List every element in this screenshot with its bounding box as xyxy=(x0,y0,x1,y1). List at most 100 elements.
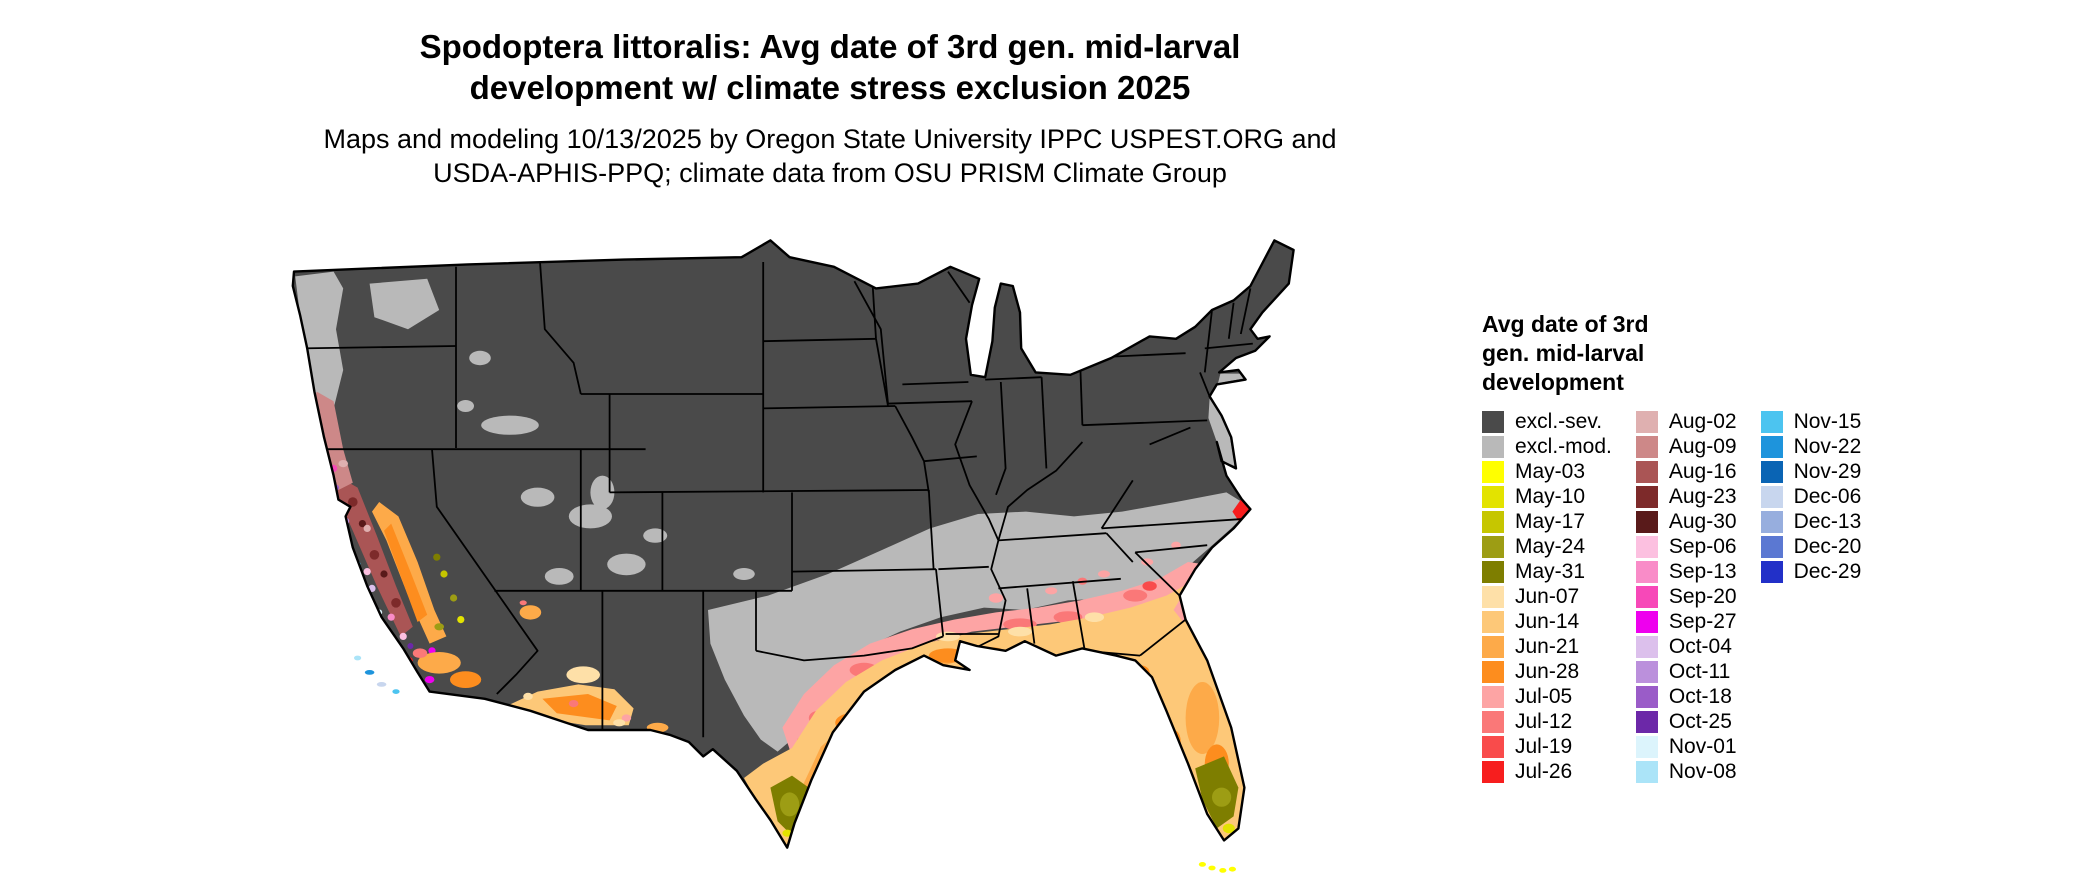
legend-label: Jul-19 xyxy=(1515,734,1573,758)
legend-entry: excl.-mod. xyxy=(1482,434,1612,459)
legend-label: Sep-06 xyxy=(1668,534,1737,558)
legend-entry: Dec-06 xyxy=(1760,484,1861,509)
legend-entry: Dec-29 xyxy=(1760,559,1862,584)
legend-swatch xyxy=(1635,560,1658,583)
legend-label: Oct-04 xyxy=(1668,634,1732,658)
map-region-excl-moderate-band xyxy=(708,492,1248,752)
legend-label: May-03 xyxy=(1515,459,1586,483)
map-speck xyxy=(1198,572,1206,580)
legend-label: Jun-14 xyxy=(1515,609,1580,633)
legend-swatch xyxy=(1482,410,1504,433)
map-legend: Avg date of 3rd gen. mid-larval developm… xyxy=(1482,310,1861,784)
legend-entry: Nov-22 xyxy=(1760,434,1862,459)
legend-swatch xyxy=(1635,710,1658,733)
map-region-columbia-basin-gray xyxy=(369,278,440,330)
legend-swatch xyxy=(1482,685,1504,708)
legend-label: Nov-01 xyxy=(1668,734,1737,758)
legend-swatch xyxy=(1760,435,1783,458)
legend-swatch xyxy=(1635,685,1658,708)
legend-entry: Oct-11 xyxy=(1635,659,1737,684)
legend-label: Nov-15 xyxy=(1793,409,1862,433)
legend-swatch xyxy=(1482,585,1504,608)
legend-label: Nov-08 xyxy=(1668,759,1737,783)
map-speck xyxy=(1212,787,1232,807)
legend-entry: Oct-18 xyxy=(1635,684,1737,709)
legend-swatch xyxy=(1760,510,1783,533)
legend-entry: May-31 xyxy=(1482,559,1612,584)
legend-swatch xyxy=(1482,485,1504,508)
legend-label: Dec-29 xyxy=(1793,559,1862,583)
legend-label: excl.-sev. xyxy=(1515,409,1603,433)
legend-swatch xyxy=(1635,410,1658,433)
legend-entry: Jun-07 xyxy=(1482,584,1612,609)
legend-swatch xyxy=(1482,735,1504,758)
legend-column-1: excl.-sev. excl.-mod. May-03 May-10 May-17 Ma… xyxy=(1482,409,1612,784)
subtitle-line-2: USDA-APHIS-PPQ; climate data from OSU PR… xyxy=(433,158,1227,188)
legend-swatch xyxy=(1482,610,1504,633)
legend-label: Oct-18 xyxy=(1668,684,1732,708)
map-region-basin-gray-patches xyxy=(457,350,755,585)
legend-entry: Dec-13 xyxy=(1760,509,1862,534)
legend-label: Jun-21 xyxy=(1515,634,1580,658)
legend-label: excl.-mod. xyxy=(1515,434,1612,458)
legend-label: Aug-16 xyxy=(1668,459,1737,483)
map-speck xyxy=(1182,595,1194,606)
map-az-speckles xyxy=(512,600,669,733)
legend-entry: Jul-12 xyxy=(1482,709,1612,734)
legend-entry: May-17 xyxy=(1482,509,1612,534)
map-region-longisland-gray xyxy=(1218,373,1245,384)
legend-entry: Jun-14 xyxy=(1482,609,1612,634)
legend-swatch xyxy=(1760,460,1783,483)
legend-label: Nov-22 xyxy=(1793,434,1862,458)
legend-swatch xyxy=(1760,535,1783,558)
map-speck xyxy=(782,829,792,837)
map-region-june-band xyxy=(744,583,1245,848)
title-line-1: Spodoptera littoralis: Avg date of 3rd g… xyxy=(419,28,1241,65)
legend-swatch xyxy=(1760,560,1783,583)
legend-label: Jul-05 xyxy=(1515,684,1573,708)
legend-entry: May-03 xyxy=(1482,459,1612,484)
legend-label: May-24 xyxy=(1515,534,1586,558)
legend-title-line-2: gen. mid-larval xyxy=(1482,340,1645,366)
legend-label: May-31 xyxy=(1515,559,1586,583)
legend-label: Aug-02 xyxy=(1668,409,1737,433)
legend-entry: Sep-06 xyxy=(1635,534,1737,559)
legend-entry: Oct-25 xyxy=(1635,709,1737,734)
legend-column-3: Nov-15 Nov-22 Nov-29 Dec-06 Dec-13 Dec-20 Dec-… xyxy=(1760,409,1862,784)
legend-label: Oct-11 xyxy=(1668,659,1731,683)
legend-entry: Aug-02 xyxy=(1635,409,1737,434)
legend-swatch xyxy=(1482,710,1504,733)
legend-swatch xyxy=(1635,585,1658,608)
map-islands xyxy=(354,655,1236,873)
legend-label: Sep-20 xyxy=(1668,584,1737,608)
legend-swatch xyxy=(1482,510,1504,533)
legend-swatch xyxy=(1482,460,1504,483)
legend-entry: Nov-29 xyxy=(1760,459,1862,484)
legend-swatch xyxy=(1635,485,1658,508)
legend-label: Sep-13 xyxy=(1668,559,1737,583)
legend-columns: excl.-sev. excl.-mod. May-03 May-10 May-17 Ma… xyxy=(1482,409,1861,784)
legend-entry: Dec-20 xyxy=(1760,534,1861,559)
map-region-az-core xyxy=(542,694,617,721)
legend-swatch xyxy=(1635,735,1658,758)
map-region-valley-core xyxy=(384,523,428,622)
figure-subtitle: Maps and modeling 10/13/2025 by Oregon S… xyxy=(0,122,1660,190)
legend-swatch xyxy=(1635,535,1658,558)
legend-entry: excl.-sev. xyxy=(1482,409,1612,434)
map-region-delmarva-gray xyxy=(1208,398,1235,466)
legend-label: Jul-12 xyxy=(1515,709,1573,733)
legend-title-line-1: Avg date of 3rd xyxy=(1482,311,1649,337)
legend-entry: Nov-15 xyxy=(1760,409,1862,434)
legend-entry: Aug-23 xyxy=(1635,484,1737,509)
legend-label: Nov-29 xyxy=(1793,459,1862,483)
legend-label: Dec-13 xyxy=(1793,509,1862,533)
legend-entry: Jul-05 xyxy=(1482,684,1612,709)
map-speck xyxy=(1222,823,1235,834)
map-region-july-band xyxy=(782,562,1205,757)
legend-swatch xyxy=(1760,485,1783,508)
legend-entry: Jul-19 xyxy=(1482,734,1612,759)
legend-swatch xyxy=(1482,660,1504,683)
legend-swatch xyxy=(1482,760,1504,783)
legend-entry: May-10 xyxy=(1482,484,1612,509)
